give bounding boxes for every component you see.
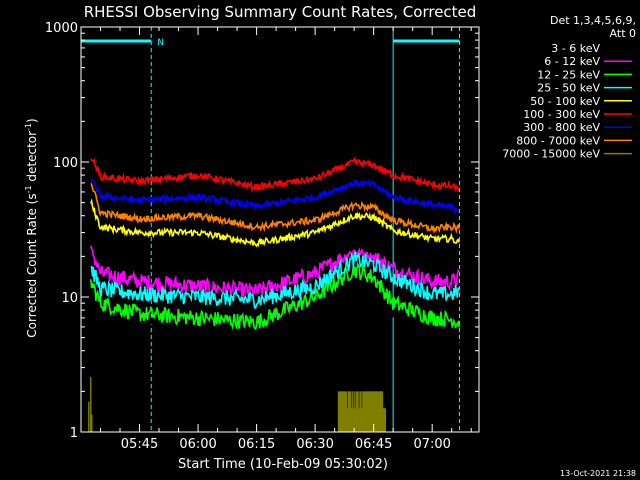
legend-label: 50 - 100 keV — [530, 95, 600, 108]
x-tick-label: 06:30 — [296, 437, 333, 452]
legend-label: 7000 - 15000 keV — [502, 148, 600, 161]
legend-label: 3 - 6 keV — [551, 42, 600, 55]
y-axis-label-sup1: -1 — [24, 185, 33, 193]
x-axis-label: Start Time (10-Feb-09 05:30:02) — [178, 457, 388, 472]
series-line-50-100-kev — [90, 198, 460, 248]
legend-label: 25 - 50 keV — [537, 82, 600, 95]
series-7000-15000-kev — [88, 376, 387, 432]
plot-area: N 1 10 100 1000 05:45 06:00 06:15 06:30 06:45 07:0… — [45, 21, 480, 452]
legend-label: 800 - 7000 keV — [516, 134, 600, 147]
series-line-12-25-kev — [90, 261, 460, 330]
x-tick-label: 05:45 — [121, 437, 158, 452]
y-axis-label-sup2: -1 — [24, 123, 33, 131]
x-tick-label: 06:45 — [355, 437, 392, 452]
series-line-6-12-kev — [90, 245, 460, 299]
night-label: N — [157, 38, 164, 48]
legend-header-detectors: Det 1,3,4,5,6,9, — [550, 14, 636, 27]
y-axis-label-mid: detector — [25, 131, 39, 186]
y-tick-label: 10 — [61, 291, 78, 306]
plot-frame — [80, 26, 480, 433]
chart-title: RHESSI Observing Summary Count Rates, Co… — [84, 3, 477, 21]
legend-label: 6 - 12 keV — [544, 55, 600, 68]
legend-header-attenuator: Att 0 — [610, 27, 636, 40]
timestamp: 13-Oct-2021 21:38 — [560, 469, 636, 478]
series-line-800-7000-kev — [90, 182, 460, 235]
y-tick-label: 100 — [53, 156, 78, 171]
series-line-100-300-kev — [90, 156, 460, 193]
x-tick-label: 06:00 — [179, 437, 216, 452]
y-axis-label-main: Corrected Count Rate (s — [25, 193, 39, 337]
y-axis-label: Corrected Count Rate (s-1 detector-1) — [24, 118, 39, 337]
legend-label: 12 - 25 keV — [537, 68, 600, 81]
x-tick-label: 06:15 — [238, 437, 275, 452]
legend-label: 100 - 300 keV — [523, 108, 600, 121]
y-axis-label-end: ) — [25, 118, 39, 123]
legend-label: 300 - 800 keV — [523, 121, 600, 134]
series-line-25-50-kev — [90, 251, 460, 309]
y-tick-label: 1000 — [45, 21, 78, 36]
series-line-300-800-kev — [90, 177, 460, 215]
x-tick-label: 07:00 — [413, 437, 450, 452]
y-tick-label: 1 — [70, 426, 78, 441]
